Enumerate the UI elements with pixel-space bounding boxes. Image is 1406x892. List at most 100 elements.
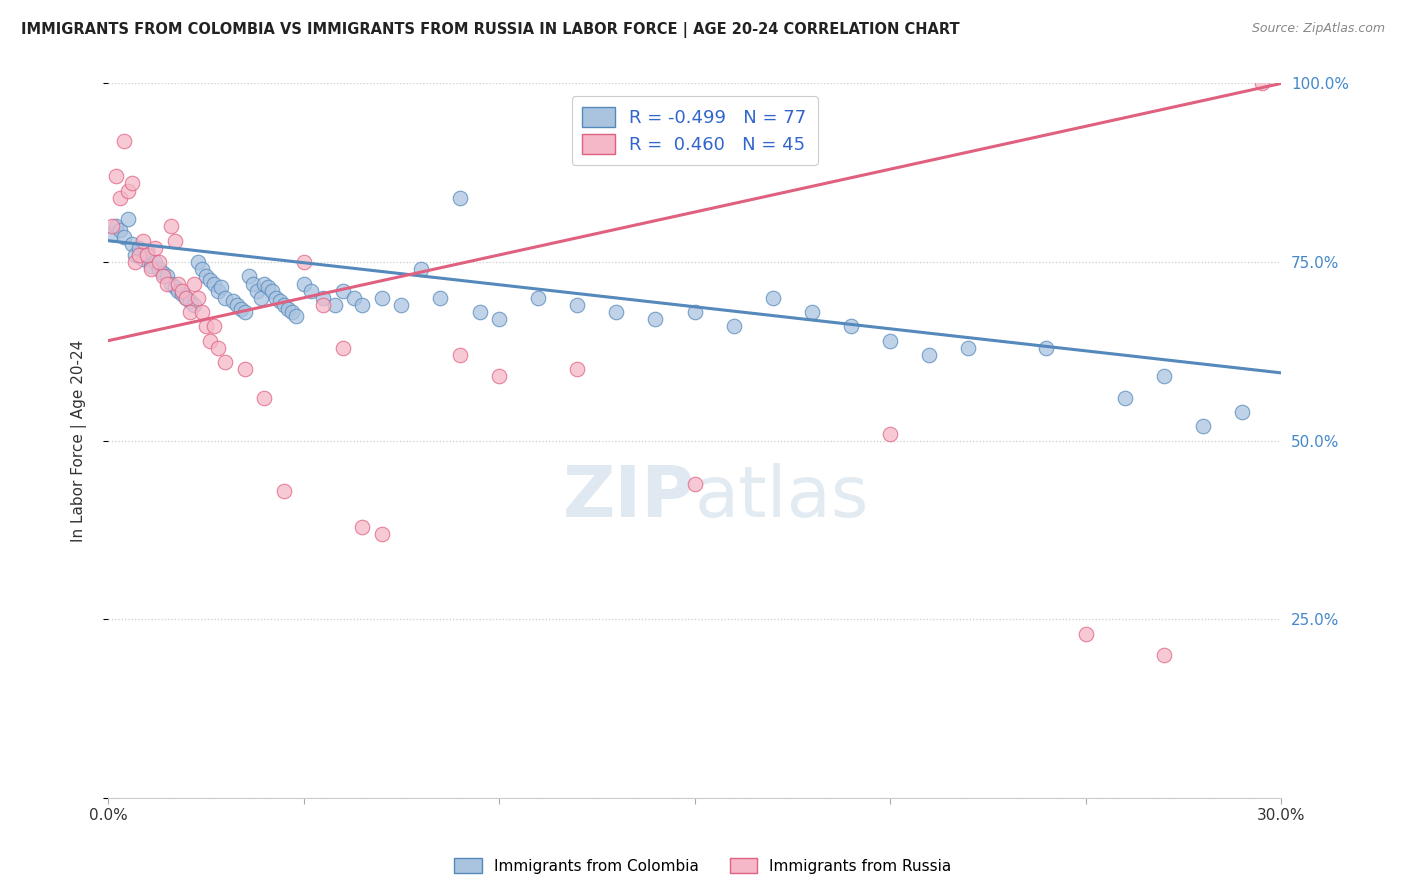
- Point: [371, 291, 394, 305]
- Point: [101, 227, 124, 241]
- Point: [567, 298, 589, 312]
- Point: [1114, 391, 1136, 405]
- Point: [879, 334, 901, 348]
- Point: [312, 291, 335, 305]
- Point: [957, 341, 980, 355]
- Point: [229, 301, 252, 316]
- Point: [167, 277, 190, 291]
- Point: [253, 391, 276, 405]
- Point: [1153, 369, 1175, 384]
- Text: Source: ZipAtlas.com: Source: ZipAtlas.com: [1251, 22, 1385, 36]
- Point: [108, 191, 131, 205]
- Point: [124, 248, 146, 262]
- Point: [332, 284, 354, 298]
- Point: [108, 223, 131, 237]
- Point: [723, 319, 745, 334]
- Point: [172, 287, 194, 301]
- Point: [468, 305, 491, 319]
- Legend: Immigrants from Colombia, Immigrants from Russia: Immigrants from Colombia, Immigrants fro…: [449, 852, 957, 880]
- Point: [117, 184, 139, 198]
- Point: [800, 305, 823, 319]
- Point: [605, 305, 627, 319]
- Point: [273, 483, 295, 498]
- Point: [159, 219, 181, 234]
- Point: [121, 237, 143, 252]
- Point: [163, 280, 186, 294]
- Point: [352, 298, 374, 312]
- Point: [117, 212, 139, 227]
- Point: [198, 273, 221, 287]
- Point: [194, 269, 217, 284]
- Point: [143, 255, 166, 269]
- Y-axis label: In Labor Force | Age 20-24: In Labor Force | Age 20-24: [72, 340, 87, 541]
- Point: [139, 259, 162, 273]
- Point: [644, 312, 666, 326]
- Point: [269, 294, 291, 309]
- Point: [101, 219, 124, 234]
- Point: [292, 255, 315, 269]
- Point: [409, 262, 432, 277]
- Point: [128, 241, 150, 255]
- Point: [183, 277, 205, 291]
- Point: [143, 241, 166, 255]
- Text: ZIP: ZIP: [562, 464, 695, 533]
- Point: [214, 291, 236, 305]
- Point: [1153, 648, 1175, 662]
- Point: [104, 219, 127, 234]
- Point: [284, 309, 307, 323]
- Point: [124, 255, 146, 269]
- Point: [312, 298, 335, 312]
- Point: [207, 341, 229, 355]
- Point: [183, 298, 205, 312]
- Point: [249, 291, 271, 305]
- Point: [299, 284, 322, 298]
- Point: [148, 262, 170, 277]
- Point: [233, 305, 256, 319]
- Point: [683, 476, 706, 491]
- Point: [174, 291, 197, 305]
- Point: [1230, 405, 1253, 419]
- Point: [198, 334, 221, 348]
- Point: [527, 291, 550, 305]
- Point: [211, 280, 233, 294]
- Point: [277, 301, 299, 316]
- Point: [918, 348, 941, 362]
- Point: [567, 362, 589, 376]
- Point: [128, 248, 150, 262]
- Point: [762, 291, 785, 305]
- Point: [273, 298, 295, 312]
- Point: [264, 291, 287, 305]
- Point: [429, 291, 451, 305]
- Point: [1074, 626, 1097, 640]
- Point: [323, 298, 346, 312]
- Point: [104, 169, 127, 184]
- Point: [242, 277, 264, 291]
- Point: [174, 291, 197, 305]
- Point: [1035, 341, 1057, 355]
- Point: [132, 252, 155, 266]
- Point: [683, 305, 706, 319]
- Point: [343, 291, 366, 305]
- Point: [136, 244, 159, 259]
- Point: [332, 341, 354, 355]
- Point: [163, 234, 186, 248]
- Point: [202, 319, 225, 334]
- Point: [167, 284, 190, 298]
- Point: [879, 426, 901, 441]
- Point: [246, 284, 269, 298]
- Point: [292, 277, 315, 291]
- Point: [371, 526, 394, 541]
- Point: [839, 319, 862, 334]
- Point: [191, 262, 214, 277]
- Point: [136, 248, 159, 262]
- Point: [179, 294, 201, 309]
- Point: [132, 234, 155, 248]
- Point: [262, 284, 284, 298]
- Point: [179, 305, 201, 319]
- Point: [194, 319, 217, 334]
- Point: [488, 369, 510, 384]
- Point: [152, 266, 174, 280]
- Point: [222, 294, 245, 309]
- Point: [238, 269, 260, 284]
- Point: [202, 277, 225, 291]
